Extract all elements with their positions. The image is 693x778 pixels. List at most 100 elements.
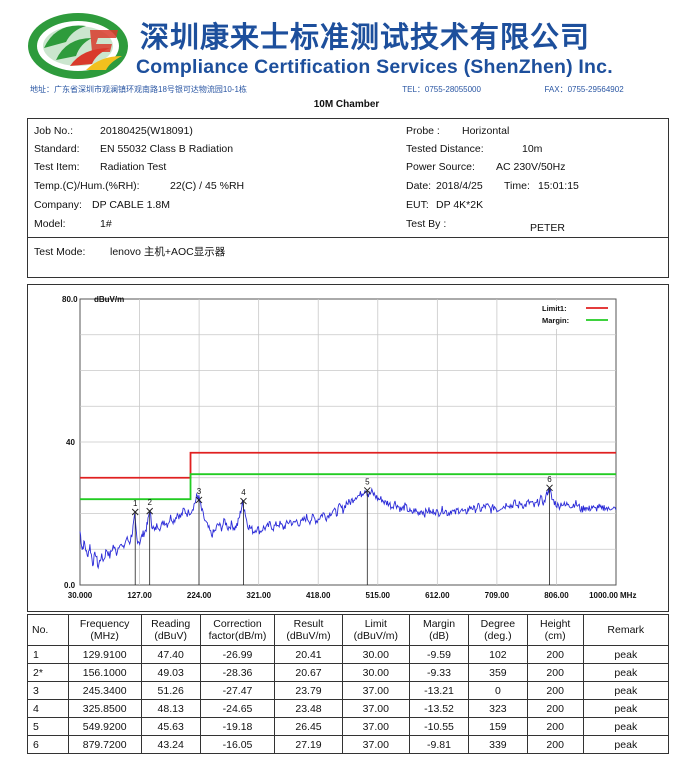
y-axis-label: dBuV/m [94,295,124,304]
x-tick-label: 418.00 [306,591,331,600]
table-cell: 339 [468,735,528,754]
test-mode-row: Test Mode: lenovo 主机+AOC显示器 [34,244,225,259]
x-tick-label: 224.00 [187,591,212,600]
table-cell: peak [582,663,670,682]
marker-label: 2 [147,498,152,507]
table-cell: 200 [526,663,584,682]
table-cell: 37.00 [341,735,410,754]
column-header-text: Reading [151,618,191,630]
marker-label: 3 [197,487,202,496]
eut-label: EUT: [406,199,429,211]
power-value: AC 230V/50Hz [496,161,566,173]
company-name-en: Compliance Certification Services (ShenZ… [136,56,613,78]
standard-row: Standard: EN 55032 Class B Radiation [34,143,233,155]
table-cell: peak [582,717,670,736]
table-cell: 245.3400 [67,681,142,700]
info-divider [28,237,668,238]
column-header-text: (dBuV) [154,630,188,642]
marker-cross-icon [131,508,139,516]
company-tel: TEL：0755-28055000 [402,85,481,94]
table-row: 5 549.9200 45.63 -19.18 26.45 37.00 -10.55 159 2… [27,717,670,736]
x-tick-label: 806.00 [544,591,569,600]
table-cell: 549.9200 [67,717,142,736]
legend-label: Margin: [542,316,569,325]
table-cell: 45.63 [140,717,201,736]
job-no-row: Job No.: 20180425(W18091) [34,125,193,137]
x-tick-label: 127.00 [127,591,152,600]
standard-value: EN 55032 Class B Radiation [100,143,234,155]
y-tick-label: 40 [66,438,75,447]
table-cell: peak [582,735,670,754]
table-cell: 4 [27,699,69,718]
distance-label: Tested Distance: [406,143,484,155]
model-label: Model: [34,218,66,230]
company-address: 地址：广东省深圳市观澜镇环观南路18号银可达物流园10-1栋 [30,85,247,94]
table-cell: 30.00 [341,645,410,664]
emission-trace [79,487,617,570]
table-cell: 156.1000 [67,663,142,682]
column-header-text: (dB) [429,630,449,642]
table-cell: 49.03 [140,663,201,682]
column-header-text: (dBuV/m) [353,630,398,642]
table-cell: -10.55 [408,717,470,736]
report-header: 深圳康来士标准测试技术有限公司 Compliance Certification… [0,0,693,112]
table-cell: 200 [526,645,584,664]
table-cell: 325.8500 [67,699,142,718]
marker-label: 4 [241,488,246,497]
column-header-text: Height [539,618,571,630]
job-no-value: 20180425(W18091) [100,125,193,137]
marker-label: 1 [133,499,138,508]
table-cell: 37.00 [341,717,410,736]
company-label: Company: [34,199,82,211]
table-cell: 6 [27,735,69,754]
x-tick-label: 1000.00 [589,591,618,600]
distance-value: 10m [522,143,543,155]
x-tick-label: 321.00 [246,591,271,600]
column-header-text: Limit [364,618,387,630]
limit-line [80,451,616,479]
table-cell: 159 [468,717,528,736]
marker-cross-icon [146,507,154,515]
company-value: DP CABLE 1.8M [92,199,171,211]
table-header-row: No. Frequency (MHz) Reading (dBuV) Correction… [27,614,670,646]
column-header-text: Remark [607,624,645,636]
column-header: Remark [582,614,670,646]
table-cell: 48.13 [140,699,201,718]
table-cell: 2* [27,663,69,682]
job-no-label: Job No.: [34,125,74,137]
legend-label: Limit1: [542,304,567,313]
table-cell: 129.9100 [67,645,142,664]
eut-row: EUT: DP 4K*2K [406,199,483,211]
table-cell: 879.7200 [67,735,142,754]
company-row: Company: DP CABLE 1.8M [34,199,170,211]
power-label: Power Source: [406,161,475,173]
table-cell: 200 [526,735,584,754]
table-cell: -19.18 [199,717,276,736]
standard-label: Standard: [34,143,80,155]
column-header-text: Frequency [79,618,130,630]
model-value: 1# [100,218,112,230]
table-cell: 23.79 [274,681,343,700]
emission-chart-panel: 80.0 dBuV/m 40 0.0 30.000 127.00 224.00 321.00 4… [27,284,669,612]
table-cell: -13.52 [408,699,470,718]
contact-line: 地址：广东省深圳市观澜镇环观南路18号银可达物流园10-1栋 TEL：0755-… [30,84,670,95]
table-cell: -28.36 [199,663,276,682]
table-cell: -26.99 [199,645,276,664]
test-by-label: Test By : [406,218,447,230]
table-cell: -9.81 [408,735,470,754]
table-cell: peak [582,645,670,664]
table-cell: peak [582,681,670,700]
date-label: Date: [406,180,432,192]
table-cell: -9.59 [408,645,470,664]
table-row: 4 325.8500 48.13 -24.65 23.48 37.00 -13.52 323 2… [27,699,670,718]
table-cell: 51.26 [140,681,201,700]
column-header: Degree (deg.) [468,614,528,646]
column-header-text: No. [32,624,49,636]
column-header: Reading (dBuV) [140,614,201,646]
emission-chart: 80.0 dBuV/m 40 0.030.000 127.00 224.00 321.00 4… [62,295,636,600]
date-value: 2018/4/25 [436,180,483,192]
table-cell: -16.05 [199,735,276,754]
table-cell: 200 [526,681,584,700]
test-item-value: Radiation Test [100,161,167,173]
model-row: Model: 1# [34,218,112,230]
